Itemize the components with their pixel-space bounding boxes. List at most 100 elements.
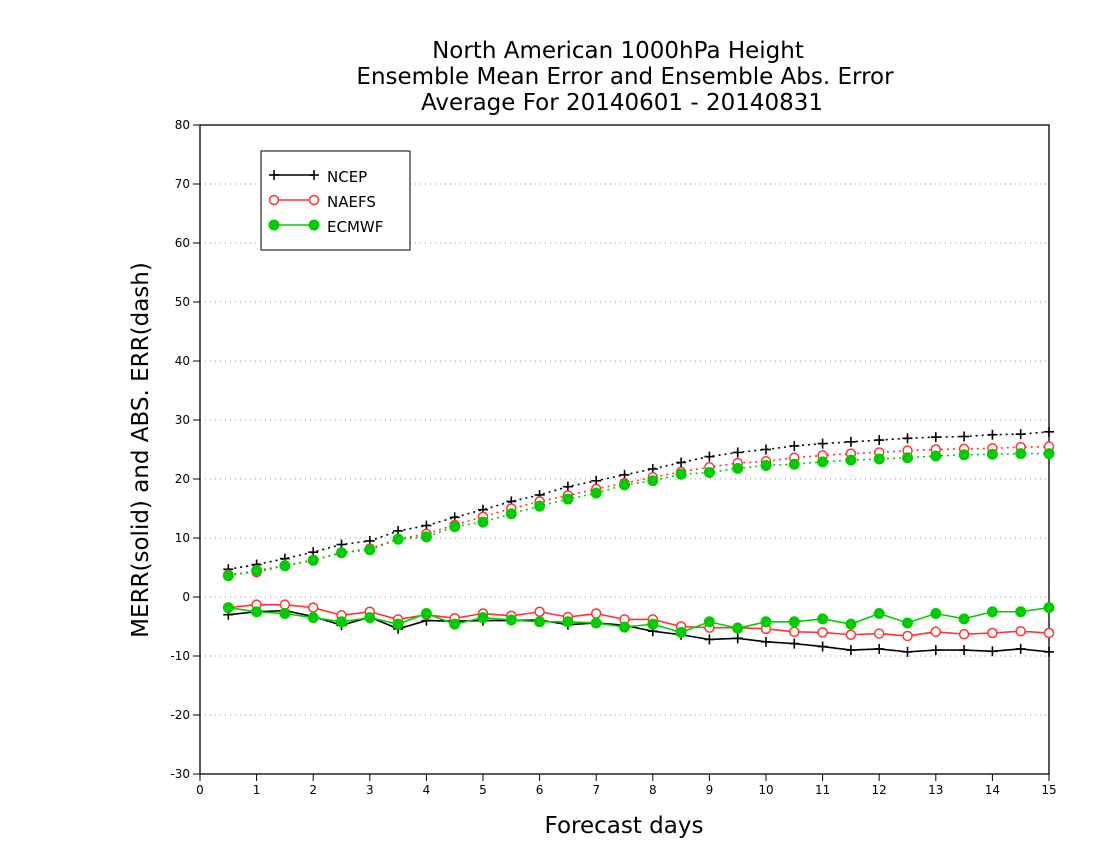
ecmwf-merr-point: [1043, 602, 1055, 614]
naefs-merr-point: [873, 628, 885, 639]
ecmwf-abs-err-point: [449, 521, 461, 533]
ecmwf-abs-err-series: [222, 448, 1055, 582]
ecmwf-merr-point: [562, 616, 574, 628]
series-layer: [222, 426, 1055, 657]
ncep-abs-err-line: [228, 431, 1050, 571]
ncep-abs-err-point: [704, 451, 715, 462]
ecmwf-abs-err-point: [251, 564, 263, 576]
ecmwf-merr-point: [534, 616, 546, 628]
ncep-merr-point: [959, 645, 970, 656]
y-tick-label: 40: [175, 354, 190, 368]
ecmwf-merr-point: [279, 608, 291, 620]
ecmwf-abs-err-point: [562, 493, 574, 505]
ecmwf-merr-point: [477, 612, 489, 624]
ecmwf-abs-err-point: [222, 570, 234, 582]
x-tick-label: 12: [872, 783, 887, 797]
x-tick-label: 8: [649, 783, 657, 797]
chart-title: North American 1000hPa Height Ensemble M…: [356, 38, 894, 116]
ecmwf-abs-err-point: [420, 531, 432, 543]
ncep-abs-err-point: [789, 440, 800, 451]
ecmwf-abs-err-point: [958, 449, 970, 461]
naefs-merr-point: [789, 626, 800, 638]
ecmwf-merr-point: [619, 621, 630, 633]
ecmwf-merr-point: [986, 606, 998, 618]
naefs-merr-point: [1015, 625, 1026, 637]
legend-sample-ncep: [269, 170, 319, 180]
ecmwf-merr-point: [505, 614, 517, 626]
naefs-merr-point: [845, 629, 857, 641]
ecmwf-abs-err-point: [760, 459, 772, 471]
ecmwf-merr-point: [958, 613, 970, 625]
ecmwf-abs-err-point: [845, 454, 857, 466]
ecmwf-merr-series: [222, 602, 1055, 638]
ecmwf-merr-point: [930, 608, 942, 620]
x-tick-label: 15: [1041, 783, 1056, 797]
legend-label-ecmwf: ECMWF: [327, 218, 383, 236]
x-tick-label: 9: [706, 783, 714, 797]
ecmwf-merr-point: [222, 602, 234, 614]
ncep-merr-point: [902, 646, 913, 657]
ecmwf-abs-err-point: [1015, 448, 1027, 460]
ecmwf-merr-point: [590, 617, 602, 629]
ecmwf-abs-err-point: [590, 487, 602, 499]
ecmwf-abs-err-point: [703, 467, 715, 479]
ecmwf-merr-point: [817, 613, 829, 625]
ncep-merr-point: [1044, 646, 1054, 657]
ncep-merr-point: [845, 645, 856, 656]
title-line-3: Average For 20140601 - 20140831: [421, 90, 823, 116]
y-tick-label: 0: [182, 590, 190, 604]
ecmwf-abs-err-point: [392, 533, 404, 545]
ecmwf-merr-point: [703, 616, 715, 628]
ecmwf-merr-point: [1015, 606, 1027, 618]
ecmwf-abs-err-line: [228, 452, 1049, 577]
ecmwf-merr-point: [420, 608, 432, 620]
naefs-merr-point: [279, 599, 291, 610]
ecmwf-abs-err-point: [930, 450, 942, 462]
ncep-abs-err-point: [930, 432, 941, 443]
ecmwf-merr-point: [760, 616, 772, 628]
ncep-abs-err-point: [761, 444, 771, 455]
naefs-merr-point: [817, 627, 828, 638]
legend-sample-naefs: [268, 194, 320, 206]
ncep-merr-point: [761, 636, 771, 647]
legend-marker: [268, 194, 280, 206]
ecmwf-merr-point: [647, 618, 659, 630]
naefs-merr-point: [930, 626, 942, 638]
naefs-merr-point: [534, 606, 545, 617]
ncep-merr-point: [987, 646, 998, 657]
ecmwf-abs-err-point: [279, 560, 291, 572]
ncep-abs-err-point: [845, 436, 856, 447]
ecmwf-merr-point: [675, 626, 687, 638]
x-tick-label: 14: [985, 783, 1000, 797]
ecmwf-abs-err-point: [986, 448, 998, 460]
ecmwf-merr-point: [845, 618, 857, 630]
ecmwf-abs-err-point: [873, 453, 885, 465]
ecmwf-merr-point: [307, 612, 319, 624]
ecmwf-merr-point: [873, 608, 885, 620]
ncep-merr-point: [789, 638, 800, 649]
y-tick-label: 10: [175, 531, 190, 545]
ncep-abs-err-point: [817, 438, 828, 449]
x-tick-label: 6: [536, 783, 544, 797]
y-tick-label: -20: [170, 708, 190, 722]
naefs-merr-point: [902, 630, 913, 642]
ecmwf-merr-point: [336, 616, 347, 628]
ncep-abs-err-point: [959, 431, 970, 442]
ecmwf-merr-point: [449, 618, 461, 630]
ncep-abs-err-series: [223, 426, 1054, 575]
ecmwf-abs-err-point: [336, 547, 347, 559]
ecmwf-abs-err-point: [788, 458, 800, 470]
legend-marker: [309, 170, 319, 180]
naefs-merr-point: [590, 608, 602, 619]
ncep-merr-point: [704, 634, 715, 645]
naefs-abs-err-series: [223, 441, 1055, 580]
ecmwf-abs-err-point: [364, 544, 376, 556]
naefs-merr-point: [987, 627, 998, 639]
legend-label-ncep: NCEP: [327, 168, 367, 186]
ecmwf-merr-point: [251, 606, 263, 618]
legend-marker: [308, 194, 320, 206]
title-line-2: Ensemble Mean Error and Ensemble Abs. Er…: [356, 64, 894, 90]
ecmwf-abs-err-point: [732, 462, 744, 474]
